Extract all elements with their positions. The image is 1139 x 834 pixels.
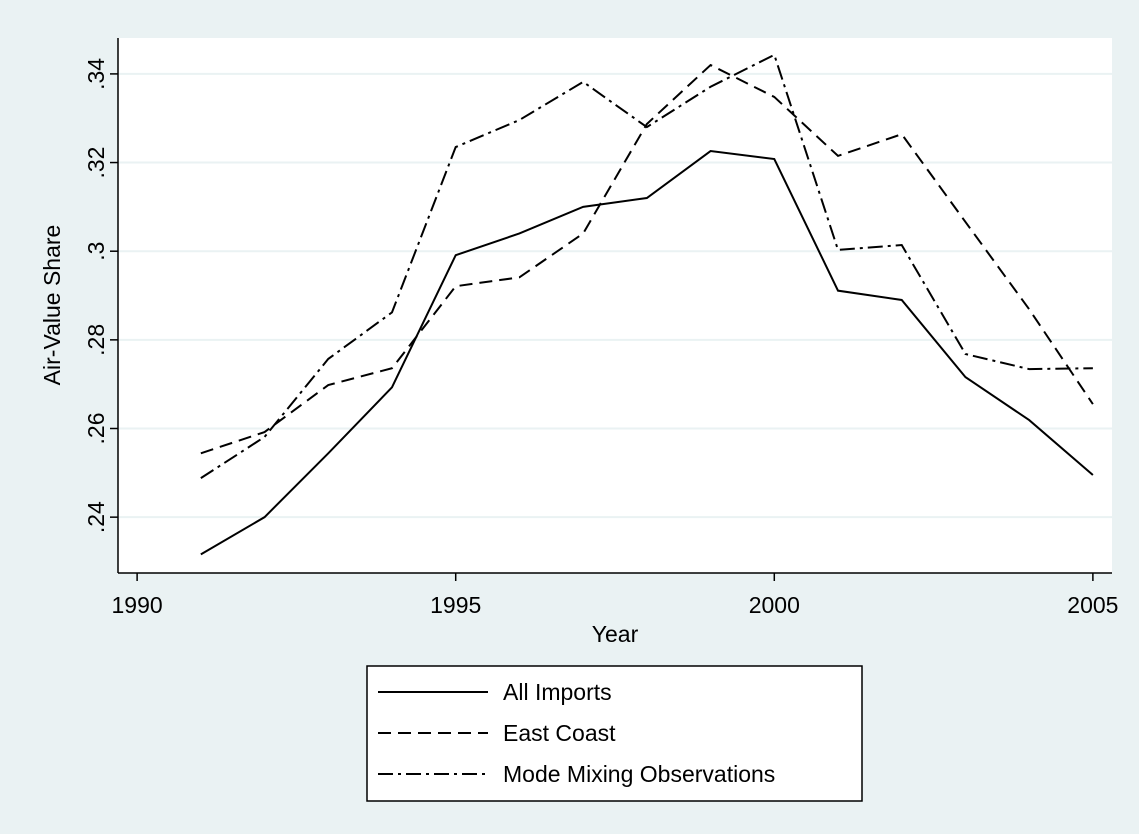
y-tick-label: .32 <box>83 147 109 179</box>
x-tick-label: 1990 <box>112 592 163 618</box>
y-tick-label: .28 <box>83 324 109 356</box>
series-line <box>200 149 1094 556</box>
legend-label: East Coast <box>503 720 616 746</box>
legend-label: Mode Mixing Observations <box>503 761 775 787</box>
x-axis-label: Year <box>592 621 639 647</box>
series-line <box>200 53 1093 479</box>
x-tick-label: 2000 <box>749 592 800 618</box>
y-tick-label: .26 <box>83 413 109 445</box>
plot-area <box>118 38 1112 573</box>
y-axis-label: Air-Value Share <box>39 225 65 386</box>
legend-label: All Imports <box>503 679 612 705</box>
series-line <box>200 63 1094 455</box>
y-tick-label: .24 <box>83 501 109 533</box>
y-tick-label: .3 <box>83 242 109 261</box>
y-tick-label: .34 <box>83 58 109 90</box>
x-tick-label: 1995 <box>430 592 481 618</box>
x-tick-label: 2005 <box>1067 592 1118 618</box>
